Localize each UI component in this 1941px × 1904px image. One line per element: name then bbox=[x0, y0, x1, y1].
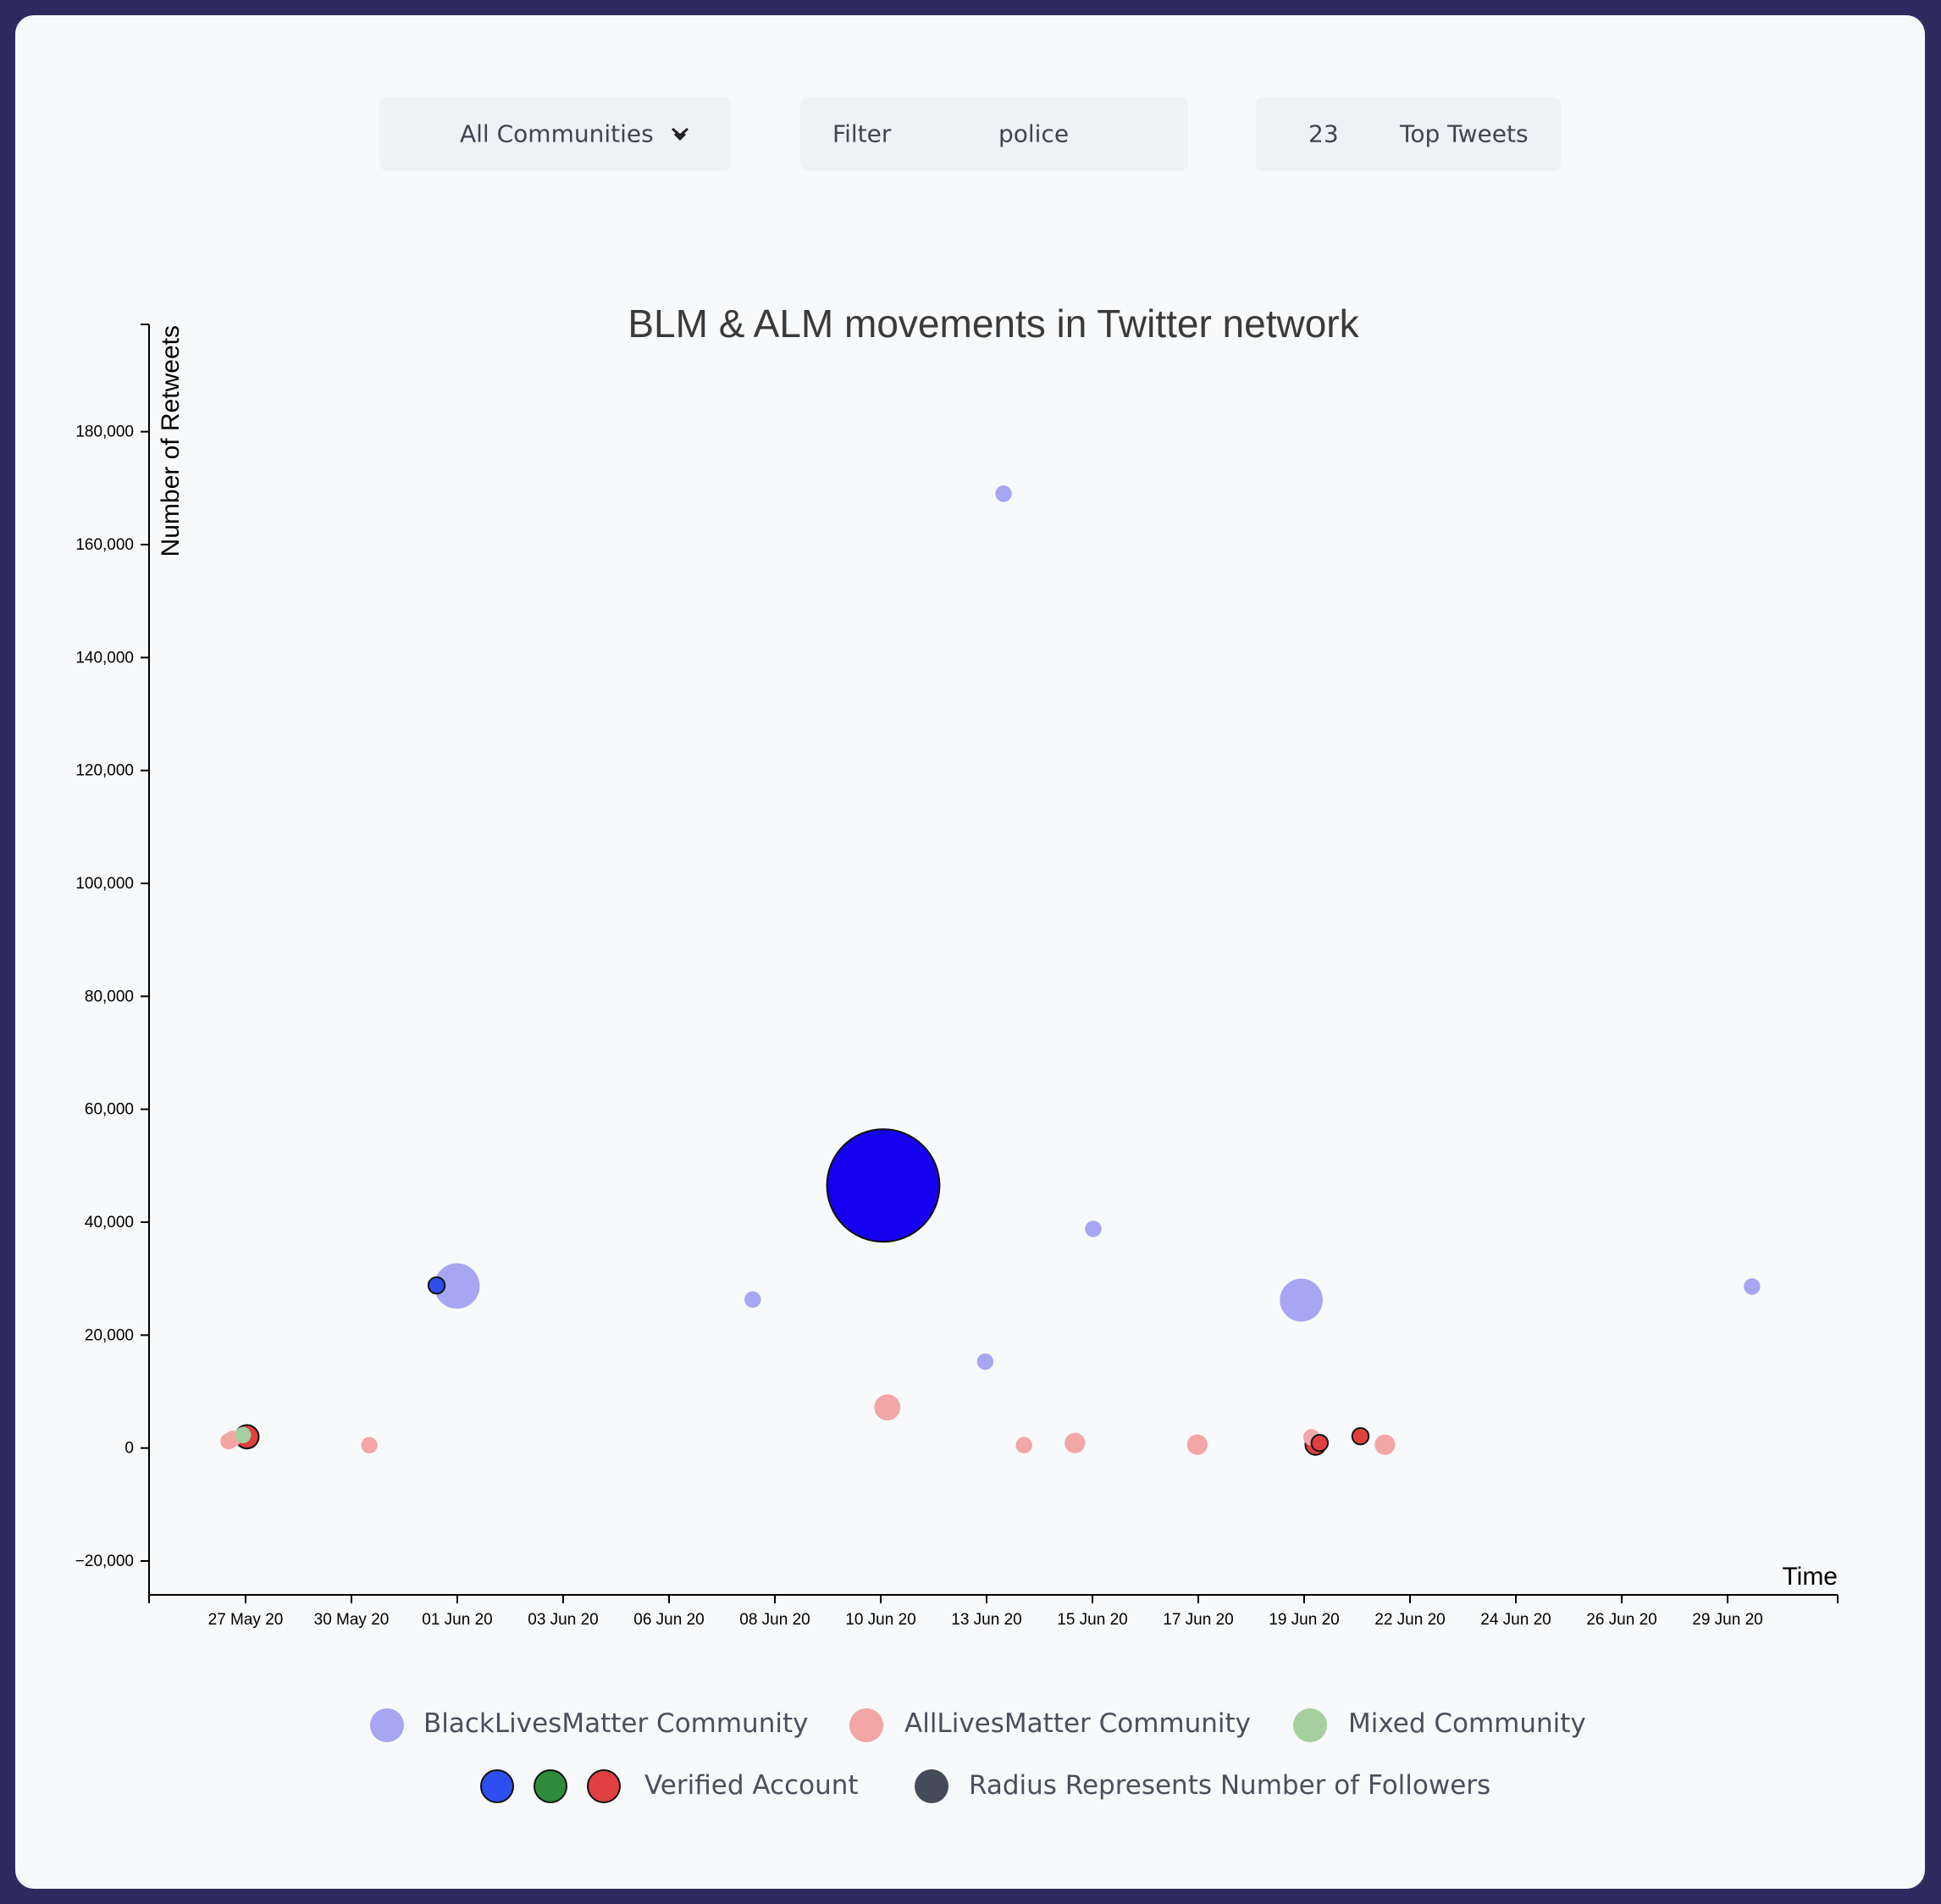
scatter-point bbox=[434, 1263, 480, 1309]
top-count-input[interactable]: 23 bbox=[1308, 119, 1339, 148]
y-axis-label: Number of Retweets bbox=[157, 325, 185, 556]
x-tick-label: 03 Jun 20 bbox=[528, 1611, 598, 1629]
scatter-chart: BLM & ALM movements in Twitter network −2… bbox=[75, 302, 1839, 1629]
legend-alm-swatch bbox=[849, 1708, 883, 1742]
scatter-point bbox=[1744, 1278, 1761, 1295]
x-tick-label: 30 May 20 bbox=[314, 1611, 390, 1629]
y-tick-label: 100,000 bbox=[75, 875, 134, 893]
scatter-point bbox=[1351, 1426, 1370, 1446]
y-tick-label: 60,000 bbox=[85, 1101, 134, 1119]
x-tick-label: 27 May 20 bbox=[208, 1611, 284, 1629]
x-tick-label: 19 Jun 20 bbox=[1269, 1611, 1339, 1629]
scatter-point bbox=[1065, 1432, 1086, 1453]
community-select[interactable]: All Communities bbox=[379, 97, 731, 171]
y-tick-label: 120,000 bbox=[75, 762, 134, 780]
y-tick-label: 160,000 bbox=[75, 536, 134, 554]
scatter-point bbox=[1085, 1220, 1102, 1237]
legend-radius-swatch bbox=[915, 1769, 948, 1803]
x-tick-label: 06 Jun 20 bbox=[633, 1611, 704, 1629]
legend-verified-label: Verified Account bbox=[644, 1770, 859, 1801]
legend-mixed-label: Mixed Community bbox=[1348, 1708, 1586, 1739]
main-card: All Communities Filter police 23 Top Twe… bbox=[15, 15, 1925, 1889]
x-tick-label: 17 Jun 20 bbox=[1163, 1611, 1233, 1629]
scatter-point bbox=[427, 1276, 446, 1295]
x-tick-label: 26 Jun 20 bbox=[1586, 1611, 1656, 1629]
legend-verified-alm-swatch bbox=[587, 1769, 621, 1803]
y-tick-label: −20,000 bbox=[75, 1553, 134, 1570]
y-tick-label: 140,000 bbox=[75, 649, 134, 667]
filter-box[interactable]: Filter police bbox=[800, 97, 1188, 171]
y-tick-label: 40,000 bbox=[85, 1214, 134, 1232]
legend-verified-mixed-swatch bbox=[534, 1769, 567, 1803]
x-tick-label: 24 Jun 20 bbox=[1480, 1611, 1551, 1629]
x-tick-label: 29 Jun 20 bbox=[1692, 1611, 1762, 1629]
scatter-point bbox=[976, 1353, 994, 1370]
y-tick-label: 20,000 bbox=[85, 1326, 134, 1344]
filter-label: Filter bbox=[832, 119, 892, 148]
x-tick-label: 13 Jun 20 bbox=[951, 1611, 1021, 1629]
scatter-point bbox=[235, 1426, 252, 1444]
y-tick-label: 80,000 bbox=[85, 988, 134, 1005]
scatter-point bbox=[874, 1394, 901, 1421]
community-select-value: All Communities bbox=[460, 119, 654, 148]
scatter-point bbox=[995, 485, 1012, 502]
scatter-point bbox=[1310, 1433, 1330, 1453]
y-tick-label: 0 bbox=[124, 1440, 134, 1458]
scatter-point bbox=[1186, 1434, 1208, 1455]
legend-blm-label: BlackLivesMatter Community bbox=[423, 1708, 809, 1739]
scatter-point bbox=[1280, 1278, 1323, 1322]
x-tick-label: 22 Jun 20 bbox=[1374, 1611, 1445, 1629]
chevron-down-icon bbox=[672, 127, 688, 141]
scatter-point bbox=[1015, 1436, 1032, 1454]
y-tick-label: 180,000 bbox=[75, 423, 134, 441]
legend-alm-label: AllLivesMatter Community bbox=[904, 1708, 1252, 1739]
legend-verified-blm-swatch bbox=[480, 1769, 514, 1803]
legend-mixed-swatch bbox=[1293, 1708, 1327, 1742]
x-tick-label: 10 Jun 20 bbox=[845, 1611, 915, 1629]
chart-title: BLM & ALM movements in Twitter network bbox=[628, 302, 1359, 346]
x-tick-label: 15 Jun 20 bbox=[1057, 1611, 1127, 1629]
filter-input[interactable]: police bbox=[998, 119, 1070, 148]
x-tick-label: 01 Jun 20 bbox=[422, 1611, 492, 1629]
legend: BlackLivesMatter Community AllLivesMatte… bbox=[15, 1692, 1925, 1819]
x-axis-label: Time bbox=[1782, 1563, 1838, 1591]
scatter-point bbox=[1374, 1434, 1396, 1455]
legend-radius-label: Radius Represents Number of Followers bbox=[969, 1770, 1491, 1801]
top-tweets-label: Top Tweets bbox=[1400, 119, 1529, 148]
scatter-point bbox=[361, 1436, 378, 1454]
x-tick-label: 08 Jun 20 bbox=[739, 1611, 810, 1629]
scatter-point bbox=[826, 1128, 941, 1243]
top-tweets-box[interactable]: 23 Top Tweets bbox=[1256, 97, 1561, 171]
legend-blm-swatch bbox=[370, 1708, 404, 1742]
scatter-point bbox=[744, 1291, 761, 1309]
